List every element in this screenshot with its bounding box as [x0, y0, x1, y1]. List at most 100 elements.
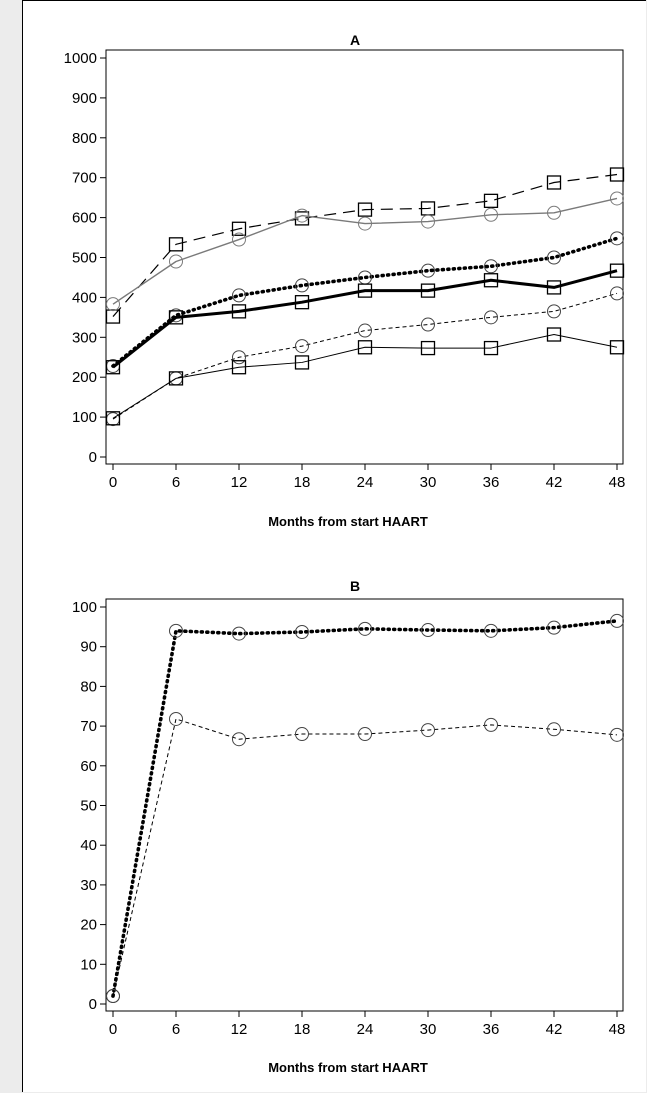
chart-a-series-1-marker: [231, 221, 247, 236]
chart-a-series-2-marker: [106, 297, 120, 312]
chart-b-series-2-line: [112, 718, 618, 997]
chart-a-series-4-line: [112, 269, 618, 369]
chart-b-series-2-marker: [421, 723, 435, 738]
chart-a-series-6-marker: [546, 327, 562, 342]
chart-a-series-2-marker: [169, 254, 183, 269]
chart-a-series-1-marker: [483, 193, 499, 208]
chart-b-y-tick-label: 80: [80, 678, 97, 695]
chart-a-series-6-marker: [483, 340, 499, 356]
chart-a-y-tick-label: 200: [72, 369, 97, 386]
chart-a-series-4-marker: [609, 263, 625, 278]
chart-a-series-4-marker: [294, 295, 310, 310]
chart-b-plot-frame: [105, 598, 624, 1012]
chart-b-y-tick-label: 100: [72, 599, 97, 616]
chart-a-x-tick-label: 36: [483, 474, 500, 491]
chart-a-series-6-line: [112, 334, 618, 419]
chart-a-series-6-marker: [420, 340, 436, 356]
chart-b-series-2-marker: [547, 722, 561, 737]
chart-a-series-2-marker: [295, 208, 309, 223]
chart-a-series-2-marker: [484, 207, 498, 222]
chart-b-series-2-marker: [232, 732, 246, 747]
chart-b-x-tick-label: 30: [420, 1021, 437, 1038]
chart-a-y-tick-label: 500: [72, 250, 97, 267]
chart-b-y-tick-label: 40: [80, 837, 97, 854]
chart-a-series-2-marker: [610, 191, 624, 206]
chart-a-y-tick-label: 100: [72, 409, 97, 426]
chart-a-series-6-marker: [294, 355, 310, 370]
chart-a-y-tick-label: 700: [72, 170, 97, 187]
chart-b-series-1-marker: [169, 623, 183, 638]
chart-b-series-1-marker: [484, 623, 498, 638]
chart-a-title: A: [350, 32, 360, 48]
chart-b-y-tick-label: 0: [89, 996, 97, 1013]
chart-b-y-tick-label: 20: [80, 917, 97, 934]
chart-b-y-tick-label: 60: [80, 758, 97, 775]
chart-b-series-1-line: [111, 619, 619, 998]
chart-b-x-tick-label: 42: [546, 1021, 563, 1038]
chart-a-series-1-line: [112, 173, 618, 317]
chart-b-series-1-marker: [610, 613, 624, 628]
chart-a-series-1-marker: [546, 175, 562, 190]
chart-b-series-1-marker: [295, 625, 309, 640]
chart-a-x-tick-label: 42: [546, 474, 563, 491]
chart-b-series-1-marker: [232, 626, 246, 641]
figure-panel: A Months from start HAART 0 100 200 300 400 5…: [22, 0, 646, 1092]
chart-b-y-tick-label: 50: [80, 798, 97, 815]
chart-a-x-axis-label: Months from start HAART: [268, 514, 428, 529]
chart-a-series-2-line: [112, 197, 618, 305]
chart-a-series-4-marker: [546, 280, 562, 295]
chart-b-series-1-marker: [421, 623, 435, 638]
chart-b-x-axis-label: Months from start HAART: [268, 1060, 428, 1075]
chart-a-series-1-marker: [105, 309, 121, 324]
chart-a-x-tick-label: 18: [294, 474, 311, 491]
chart-a-series-3-marker: [232, 288, 246, 303]
chart-a-series-5-marker: [547, 304, 561, 319]
chart-a-series-1-marker: [609, 167, 625, 182]
chart-a-series-2-marker: [232, 232, 246, 247]
chart-b-y-tick-label: 70: [80, 718, 97, 735]
chart-a-y-tick-label: 800: [72, 130, 97, 147]
chart-a-series-6-marker: [231, 360, 247, 375]
chart-a-x-tick-label: 0: [109, 474, 117, 491]
chart-b-x-tick-label: 6: [172, 1021, 180, 1038]
chart-a-x-tick-label: 6: [172, 474, 180, 491]
chart-a-series-3-marker: [484, 259, 498, 274]
chart-a-series-5-marker: [484, 310, 498, 325]
chart-a-series-2-marker: [358, 216, 372, 231]
chart-a-y-tick-label: 900: [72, 90, 97, 107]
chart-a: A Months from start HAART 01002003004005…: [64, 32, 626, 529]
chart-b-series-2-marker: [484, 717, 498, 732]
chart-a-series-3-marker: [547, 250, 561, 265]
chart-a-series-4-marker: [357, 283, 373, 298]
chart-a-y-tick-label: 1000: [64, 50, 97, 67]
chart-b-x-tick-label: 48: [609, 1021, 626, 1038]
chart-a-series-5-marker: [232, 350, 246, 365]
chart-b-series-1-marker: [547, 620, 561, 635]
chart-a-x-tick-label: 12: [231, 474, 248, 491]
chart-b-y-tick-label: 10: [80, 956, 97, 973]
chart-b-x-tick-label: 36: [483, 1021, 500, 1038]
chart-a-x-tick-label: 48: [609, 474, 626, 491]
chart-a-y-tick-label: 0: [89, 449, 97, 466]
chart-a-series-2-marker: [421, 214, 435, 229]
chart-a-y-tick-label: 300: [72, 329, 97, 346]
chart-a-series-6-marker: [357, 340, 373, 355]
chart-b: B Months from start HAART 01020304050607…: [72, 578, 626, 1075]
chart-a-series-2-marker: [547, 205, 561, 220]
chart-b-series-2-marker: [295, 727, 309, 742]
chart-a-series-5-marker: [358, 323, 372, 338]
chart-a-y-tick-label: 400: [72, 289, 97, 306]
chart-b-x-tick-label: 18: [294, 1021, 311, 1038]
chart-a-y-tick-label: 600: [72, 210, 97, 227]
chart-b-series-2-marker: [106, 989, 120, 1004]
chart-a-series-3-line: [111, 236, 619, 368]
chart-b-series-1-marker: [358, 621, 372, 636]
chart-b-y-tick-label: 90: [80, 639, 97, 656]
chart-b-x-tick-label: 12: [231, 1021, 248, 1038]
chart-a-series-5-marker: [295, 339, 309, 354]
chart-b-series-2-marker: [358, 727, 372, 742]
chart-b-series-2-marker: [610, 727, 624, 742]
chart-a-series-1-marker: [357, 202, 373, 217]
chart-a-x-tick-label: 30: [420, 474, 437, 491]
chart-a-series-5-marker: [421, 317, 435, 332]
